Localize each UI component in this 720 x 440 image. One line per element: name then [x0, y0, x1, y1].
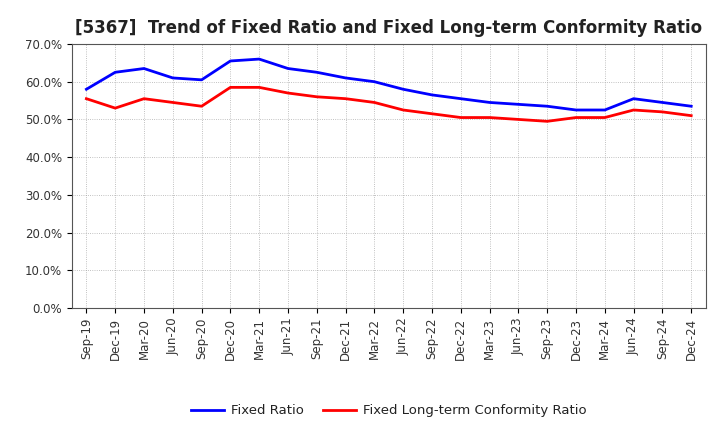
Fixed Long-term Conformity Ratio: [399, 107, 408, 113]
Fixed Long-term Conformity Ratio: [629, 107, 638, 113]
Fixed Ratio: [572, 107, 580, 113]
Fixed Ratio: [255, 56, 264, 62]
Fixed Ratio: [658, 100, 667, 105]
Fixed Ratio: [370, 79, 379, 84]
Fixed Ratio: [197, 77, 206, 82]
Fixed Ratio: [485, 100, 494, 105]
Fixed Ratio: [687, 103, 696, 109]
Fixed Long-term Conformity Ratio: [600, 115, 609, 120]
Fixed Ratio: [543, 103, 552, 109]
Fixed Long-term Conformity Ratio: [485, 115, 494, 120]
Line: Fixed Long-term Conformity Ratio: Fixed Long-term Conformity Ratio: [86, 88, 691, 121]
Fixed Long-term Conformity Ratio: [82, 96, 91, 101]
Fixed Ratio: [341, 75, 350, 81]
Fixed Long-term Conformity Ratio: [140, 96, 148, 101]
Fixed Long-term Conformity Ratio: [687, 113, 696, 118]
Fixed Ratio: [456, 96, 465, 101]
Legend: Fixed Ratio, Fixed Long-term Conformity Ratio: Fixed Ratio, Fixed Long-term Conformity …: [186, 399, 592, 423]
Fixed Long-term Conformity Ratio: [197, 103, 206, 109]
Fixed Long-term Conformity Ratio: [543, 119, 552, 124]
Fixed Long-term Conformity Ratio: [341, 96, 350, 101]
Fixed Ratio: [629, 96, 638, 101]
Fixed Long-term Conformity Ratio: [284, 90, 292, 95]
Fixed Long-term Conformity Ratio: [226, 85, 235, 90]
Fixed Long-term Conformity Ratio: [255, 85, 264, 90]
Fixed Long-term Conformity Ratio: [658, 109, 667, 114]
Fixed Ratio: [514, 102, 523, 107]
Fixed Long-term Conformity Ratio: [111, 106, 120, 111]
Fixed Ratio: [168, 75, 177, 81]
Fixed Long-term Conformity Ratio: [428, 111, 436, 117]
Fixed Long-term Conformity Ratio: [370, 100, 379, 105]
Fixed Ratio: [284, 66, 292, 71]
Fixed Ratio: [226, 59, 235, 64]
Fixed Ratio: [140, 66, 148, 71]
Fixed Ratio: [399, 87, 408, 92]
Fixed Long-term Conformity Ratio: [572, 115, 580, 120]
Fixed Ratio: [82, 87, 91, 92]
Line: Fixed Ratio: Fixed Ratio: [86, 59, 691, 110]
Fixed Ratio: [111, 70, 120, 75]
Fixed Ratio: [428, 92, 436, 98]
Fixed Long-term Conformity Ratio: [514, 117, 523, 122]
Fixed Long-term Conformity Ratio: [168, 100, 177, 105]
Fixed Ratio: [600, 107, 609, 113]
Fixed Long-term Conformity Ratio: [312, 94, 321, 99]
Fixed Ratio: [312, 70, 321, 75]
Title: [5367]  Trend of Fixed Ratio and Fixed Long-term Conformity Ratio: [5367] Trend of Fixed Ratio and Fixed Lo…: [75, 19, 703, 37]
Fixed Long-term Conformity Ratio: [456, 115, 465, 120]
